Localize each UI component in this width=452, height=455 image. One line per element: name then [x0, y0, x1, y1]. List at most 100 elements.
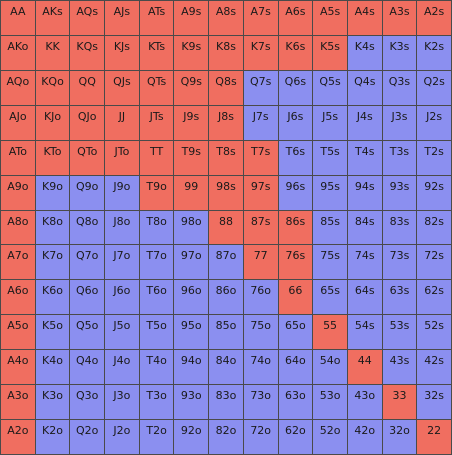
hand-cell-96s[interactable]: 96s [278, 175, 313, 210]
hand-cell-a3s[interactable]: A3s [382, 1, 417, 35]
hand-cell-62o[interactable]: 62o [278, 420, 313, 454]
hand-cell-a6o[interactable]: A6o [1, 280, 35, 315]
hand-cell-k3o[interactable]: K3o [35, 385, 70, 420]
hand-cell-63o[interactable]: 63o [278, 385, 313, 420]
hand-cell-62s[interactable]: 62s [417, 280, 451, 315]
hand-cell-j9s[interactable]: J9s [174, 105, 209, 140]
hand-cell-q8o[interactable]: Q8o [70, 210, 105, 245]
hand-cell-94o[interactable]: 94o [174, 350, 209, 385]
hand-cell-kk[interactable]: KK [35, 35, 70, 70]
hand-cell-k2o[interactable]: K2o [35, 420, 70, 454]
hand-cell-75s[interactable]: 75s [313, 245, 347, 280]
hand-cell-85o[interactable]: 85o [209, 315, 243, 350]
hand-cell-qto[interactable]: QTo [70, 140, 105, 175]
hand-cell-42o[interactable]: 42o [347, 420, 382, 454]
hand-cell-72s[interactable]: 72s [417, 245, 451, 280]
hand-cell-q4o[interactable]: Q4o [70, 350, 105, 385]
hand-cell-a5o[interactable]: A5o [1, 315, 35, 350]
hand-cell-t3o[interactable]: T3o [139, 385, 174, 420]
hand-cell-jts[interactable]: JTs [139, 105, 174, 140]
hand-cell-t2o[interactable]: T2o [139, 420, 174, 454]
hand-cell-53s[interactable]: 53s [382, 315, 417, 350]
hand-cell-74o[interactable]: 74o [243, 350, 278, 385]
hand-cell-kjs[interactable]: KJs [105, 35, 139, 70]
hand-cell-83o[interactable]: 83o [209, 385, 243, 420]
hand-cell-q7s[interactable]: Q7s [243, 70, 278, 105]
hand-cell-k8o[interactable]: K8o [35, 210, 70, 245]
hand-cell-a2s[interactable]: A2s [417, 1, 451, 35]
hand-cell-t4o[interactable]: T4o [139, 350, 174, 385]
hand-cell-a3o[interactable]: A3o [1, 385, 35, 420]
hand-cell-94s[interactable]: 94s [347, 175, 382, 210]
hand-cell-96o[interactable]: 96o [174, 280, 209, 315]
hand-cell-q9o[interactable]: Q9o [70, 175, 105, 210]
hand-cell-j4s[interactable]: J4s [347, 105, 382, 140]
hand-cell-j8s[interactable]: J8s [209, 105, 243, 140]
hand-cell-qjs[interactable]: QJs [105, 70, 139, 105]
hand-cell-84o[interactable]: 84o [209, 350, 243, 385]
hand-cell-98s[interactable]: 98s [209, 175, 243, 210]
hand-cell-k3s[interactable]: K3s [382, 35, 417, 70]
hand-cell-j2o[interactable]: J2o [105, 420, 139, 454]
hand-cell-85s[interactable]: 85s [313, 210, 347, 245]
hand-cell-52o[interactable]: 52o [313, 420, 347, 454]
hand-cell-92o[interactable]: 92o [174, 420, 209, 454]
hand-cell-t7s[interactable]: T7s [243, 140, 278, 175]
hand-cell-kto[interactable]: KTo [35, 140, 70, 175]
hand-cell-k6o[interactable]: K6o [35, 280, 70, 315]
hand-cell-75o[interactable]: 75o [243, 315, 278, 350]
hand-cell-a7o[interactable]: A7o [1, 245, 35, 280]
hand-cell-a8o[interactable]: A8o [1, 210, 35, 245]
hand-cell-73s[interactable]: 73s [382, 245, 417, 280]
hand-cell-q5o[interactable]: Q5o [70, 315, 105, 350]
hand-cell-j8o[interactable]: J8o [105, 210, 139, 245]
hand-cell-k7o[interactable]: K7o [35, 245, 70, 280]
hand-cell-k5o[interactable]: K5o [35, 315, 70, 350]
hand-cell-t7o[interactable]: T7o [139, 245, 174, 280]
hand-cell-t2s[interactable]: T2s [417, 140, 451, 175]
hand-cell-88[interactable]: 88 [209, 210, 243, 245]
hand-cell-55[interactable]: 55 [313, 315, 347, 350]
hand-cell-a7s[interactable]: A7s [243, 1, 278, 35]
hand-cell-65s[interactable]: 65s [313, 280, 347, 315]
hand-cell-64o[interactable]: 64o [278, 350, 313, 385]
hand-cell-t6o[interactable]: T6o [139, 280, 174, 315]
hand-cell-kjo[interactable]: KJo [35, 105, 70, 140]
hand-cell-82o[interactable]: 82o [209, 420, 243, 454]
hand-cell-qq[interactable]: QQ [70, 70, 105, 105]
hand-cell-q2s[interactable]: Q2s [417, 70, 451, 105]
hand-cell-k9s[interactable]: K9s [174, 35, 209, 70]
hand-cell-97o[interactable]: 97o [174, 245, 209, 280]
hand-cell-jto[interactable]: JTo [105, 140, 139, 175]
hand-cell-kqo[interactable]: KQo [35, 70, 70, 105]
hand-cell-a4s[interactable]: A4s [347, 1, 382, 35]
hand-cell-qts[interactable]: QTs [139, 70, 174, 105]
hand-cell-j5o[interactable]: J5o [105, 315, 139, 350]
hand-cell-73o[interactable]: 73o [243, 385, 278, 420]
hand-cell-aks[interactable]: AKs [35, 1, 70, 35]
hand-cell-95s[interactable]: 95s [313, 175, 347, 210]
hand-cell-q3o[interactable]: Q3o [70, 385, 105, 420]
hand-cell-j3s[interactable]: J3s [382, 105, 417, 140]
hand-cell-44[interactable]: 44 [347, 350, 382, 385]
hand-cell-t4s[interactable]: T4s [347, 140, 382, 175]
hand-cell-k5s[interactable]: K5s [313, 35, 347, 70]
hand-cell-q3s[interactable]: Q3s [382, 70, 417, 105]
hand-cell-t9o[interactable]: T9o [139, 175, 174, 210]
hand-cell-q7o[interactable]: Q7o [70, 245, 105, 280]
hand-cell-53o[interactable]: 53o [313, 385, 347, 420]
hand-cell-98o[interactable]: 98o [174, 210, 209, 245]
hand-cell-t8o[interactable]: T8o [139, 210, 174, 245]
hand-cell-kqs[interactable]: KQs [70, 35, 105, 70]
hand-cell-kts[interactable]: KTs [139, 35, 174, 70]
hand-cell-74s[interactable]: 74s [347, 245, 382, 280]
hand-cell-a9s[interactable]: A9s [174, 1, 209, 35]
hand-cell-k2s[interactable]: K2s [417, 35, 451, 70]
hand-cell-tt[interactable]: TT [139, 140, 174, 175]
hand-cell-43o[interactable]: 43o [347, 385, 382, 420]
hand-cell-93s[interactable]: 93s [382, 175, 417, 210]
hand-cell-j6o[interactable]: J6o [105, 280, 139, 315]
hand-cell-q8s[interactable]: Q8s [209, 70, 243, 105]
hand-cell-87o[interactable]: 87o [209, 245, 243, 280]
hand-cell-aqs[interactable]: AQs [70, 1, 105, 35]
